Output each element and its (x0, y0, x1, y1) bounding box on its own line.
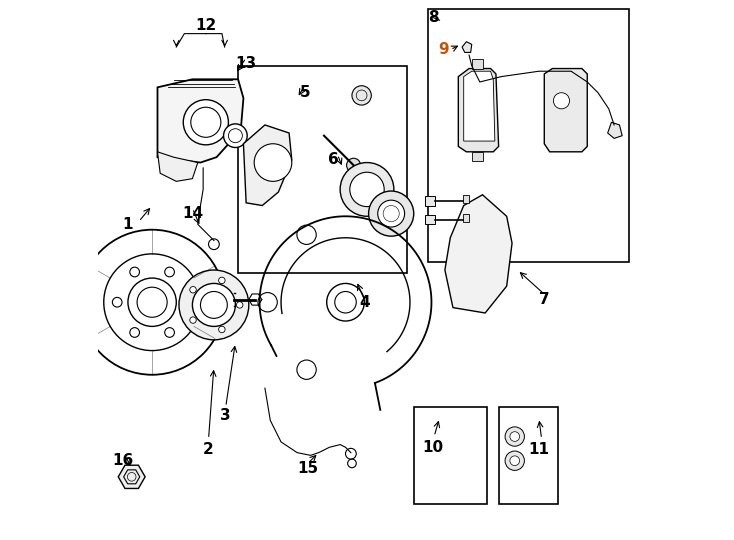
Polygon shape (458, 69, 498, 152)
Circle shape (190, 287, 196, 293)
Text: 14: 14 (182, 206, 203, 221)
Bar (498, 407, 558, 504)
Polygon shape (123, 470, 139, 484)
Bar (425, 215, 435, 224)
Text: 13: 13 (236, 56, 257, 71)
Bar (462, 195, 469, 203)
Bar (428, 9, 629, 262)
Circle shape (219, 326, 225, 333)
Text: 4: 4 (359, 295, 370, 310)
Bar (238, 66, 407, 273)
Text: 9: 9 (438, 42, 449, 57)
Text: 1: 1 (123, 217, 133, 232)
Text: 15: 15 (297, 461, 319, 476)
Text: 2: 2 (203, 442, 214, 457)
Polygon shape (464, 71, 495, 141)
Circle shape (179, 270, 249, 340)
Circle shape (510, 456, 520, 465)
Text: 16: 16 (112, 453, 133, 468)
Circle shape (190, 317, 196, 323)
Circle shape (346, 158, 360, 172)
Text: 6: 6 (328, 152, 339, 167)
Text: 5: 5 (300, 85, 310, 100)
Polygon shape (608, 122, 622, 138)
Circle shape (350, 172, 384, 207)
Circle shape (368, 191, 414, 236)
Text: 12: 12 (195, 18, 217, 33)
Bar (472, 59, 482, 69)
Circle shape (352, 86, 371, 105)
Circle shape (219, 277, 225, 284)
Circle shape (340, 163, 394, 217)
Bar (425, 196, 435, 206)
Circle shape (510, 431, 520, 441)
Circle shape (224, 124, 247, 147)
Polygon shape (244, 125, 292, 206)
Circle shape (184, 100, 228, 145)
Circle shape (254, 144, 292, 181)
Circle shape (553, 93, 570, 109)
Polygon shape (158, 79, 244, 163)
Polygon shape (158, 152, 197, 181)
Text: 10: 10 (422, 440, 443, 455)
Bar (462, 214, 469, 221)
Text: 7: 7 (539, 292, 550, 307)
Text: 11: 11 (528, 442, 550, 457)
Polygon shape (118, 465, 145, 489)
Polygon shape (462, 42, 472, 52)
Circle shape (236, 302, 243, 308)
Text: 3: 3 (220, 408, 231, 423)
Polygon shape (445, 195, 512, 313)
Polygon shape (545, 69, 587, 152)
Text: 8: 8 (428, 10, 438, 25)
Bar (414, 407, 487, 504)
Circle shape (192, 284, 236, 326)
Circle shape (505, 451, 524, 470)
Bar (472, 152, 482, 161)
Circle shape (378, 200, 404, 227)
Circle shape (505, 427, 524, 446)
